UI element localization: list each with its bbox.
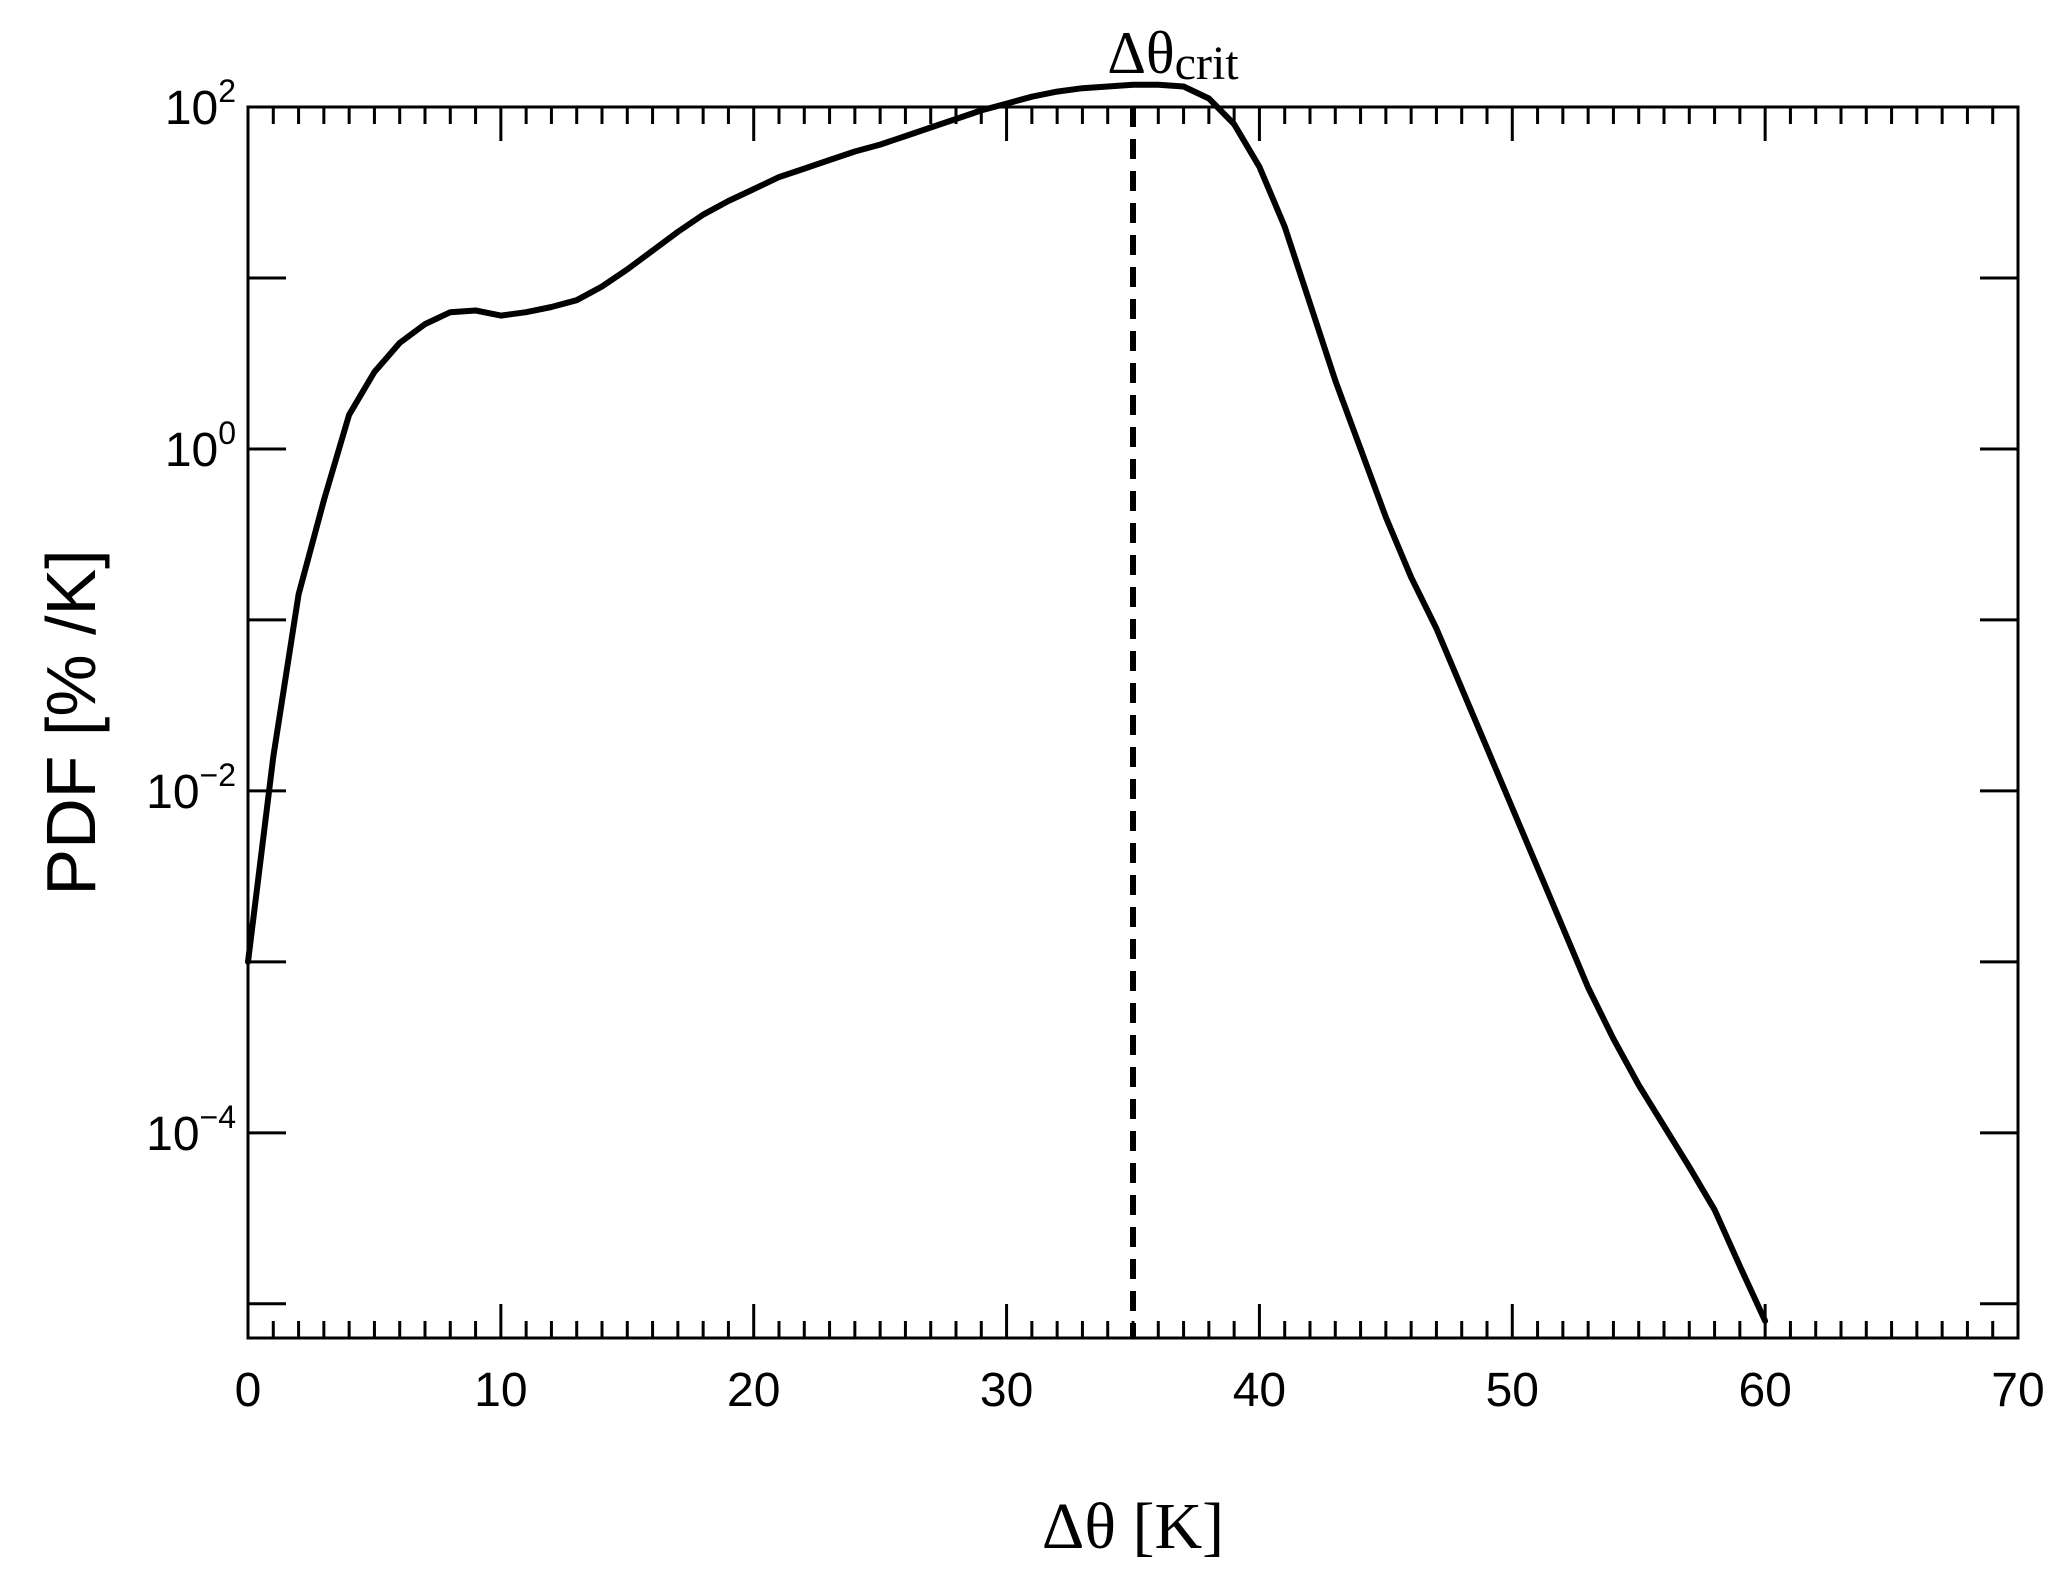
x-tick-label: 0 — [235, 1364, 262, 1417]
y-tick-label: 10−2 — [146, 757, 236, 819]
y-tick-base: 10 — [146, 1108, 199, 1161]
plot-frame — [246, 105, 2020, 1340]
x-tick-label: 20 — [727, 1364, 780, 1417]
series-line — [245, 81, 1769, 1324]
y-tick-base: 10 — [146, 766, 199, 819]
x-tick-label: 50 — [1486, 1364, 1539, 1417]
y-tick-label: 10−4 — [146, 1099, 236, 1161]
y-tick-exponent: −4 — [200, 1099, 236, 1135]
critical-annotation-sub: crit — [1175, 37, 1240, 90]
x-tick-label: 10 — [474, 1364, 527, 1417]
y-axis-title: PDF [% /K] — [32, 549, 110, 895]
x-tick-label: 60 — [1738, 1364, 1791, 1417]
x-axis-title: Δθ [K] — [1042, 1490, 1224, 1563]
y-tick-exponent: −2 — [200, 757, 236, 793]
y-tick-base: 10 — [165, 82, 218, 135]
y-tick-base: 10 — [165, 424, 218, 477]
y-tick-label: 102 — [165, 73, 236, 135]
x-tick-label: 30 — [980, 1364, 1033, 1417]
critical-annotation: Δθcrit — [1107, 20, 1239, 90]
y-tick-exponent: 0 — [218, 415, 236, 451]
y-tick-exponent: 2 — [218, 73, 236, 109]
x-tick-label: 40 — [1233, 1364, 1286, 1417]
y-tick-label: 100 — [165, 415, 236, 477]
x-tick-label: 70 — [1991, 1364, 2044, 1417]
critical-annotation-main: Δθ — [1107, 20, 1174, 86]
